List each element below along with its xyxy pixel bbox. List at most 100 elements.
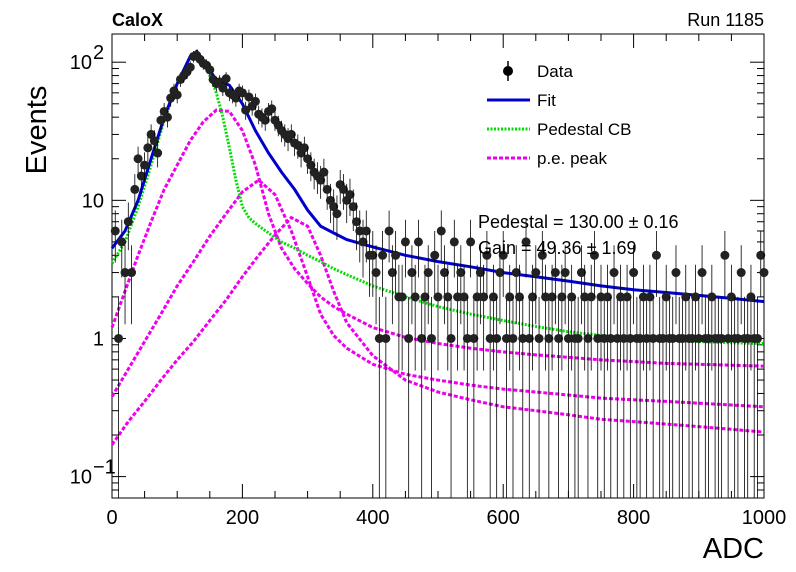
data-point (629, 268, 639, 278)
data-point (374, 333, 384, 343)
data-point (413, 237, 423, 247)
data-point (231, 93, 241, 103)
data-point (580, 292, 590, 302)
data-point (736, 268, 746, 278)
data-point (352, 217, 361, 227)
data-point (127, 268, 137, 278)
pe-peak-curve-1 (110, 108, 765, 368)
data-point (387, 268, 397, 278)
data-point (596, 292, 606, 302)
data-point (149, 136, 159, 146)
data-point (426, 333, 436, 343)
data-point (221, 74, 231, 84)
data-point (531, 268, 541, 278)
data-point (143, 143, 153, 153)
data-point (563, 333, 573, 343)
data-point (332, 209, 342, 219)
fit-param-pedestal: Pedestal = 130.00 ± 0.16 (478, 212, 679, 232)
data-point (743, 333, 753, 343)
data-point (619, 333, 629, 343)
data-point (534, 333, 544, 343)
data-point (410, 292, 420, 302)
data-point (616, 292, 626, 302)
data-point (498, 250, 508, 260)
pe-peak-curve-2 (110, 178, 765, 409)
data-point (185, 62, 195, 72)
data-point (449, 237, 459, 247)
legend-label-pedestal: Pedestal CB (537, 120, 632, 139)
data-point (678, 333, 687, 343)
data-point (648, 333, 658, 343)
legend-label-fit: Fit (537, 91, 556, 110)
data-point (472, 292, 482, 302)
data-point (537, 250, 547, 260)
data-point (485, 333, 495, 343)
data-point (475, 268, 485, 278)
data-point (205, 65, 215, 75)
data-point (172, 90, 182, 100)
data-point (407, 268, 417, 278)
data-point (508, 333, 518, 343)
y-tick-exponent: 2 (93, 42, 104, 64)
data-point (371, 268, 381, 278)
data-point (589, 250, 599, 260)
data-point (430, 250, 440, 260)
x-tick-label: 200 (226, 507, 259, 529)
data-point (661, 292, 671, 302)
data-point (707, 292, 717, 302)
data-point (495, 268, 505, 278)
data-point (544, 333, 554, 343)
data-point (723, 333, 733, 343)
data-point (443, 292, 453, 302)
data-point (456, 268, 466, 278)
y-tick-exponent: −1 (93, 457, 116, 479)
data-point (606, 333, 616, 343)
data-point (726, 292, 736, 302)
x-tick-label: 1000 (742, 507, 787, 529)
x-tick-label: 400 (356, 507, 389, 529)
legend-label-data: Data (537, 62, 573, 81)
legend-data-marker (503, 66, 513, 76)
data-point (404, 333, 414, 343)
pe-peak-curves (110, 108, 765, 446)
data-point (638, 292, 648, 302)
data-point (759, 268, 769, 278)
data-point (642, 333, 652, 343)
data-point (368, 250, 378, 260)
data-point (746, 292, 756, 302)
data-point (528, 292, 538, 302)
data-point (381, 333, 391, 343)
data-point (658, 333, 668, 343)
data-point (462, 333, 472, 343)
data-point (453, 292, 463, 302)
data-point (345, 190, 355, 200)
legend-label-pe: p.e. peak (537, 149, 607, 168)
fit-curve (110, 49, 765, 304)
pe-peak-curve-3 (110, 215, 765, 446)
data-point (153, 148, 163, 158)
data-point (241, 105, 251, 115)
data-point (440, 268, 450, 278)
run-label: Run 1185 (687, 10, 764, 30)
data-point (697, 268, 707, 278)
data-point (515, 292, 524, 302)
data-point (436, 226, 446, 236)
data-point (469, 333, 479, 343)
data-point (547, 292, 557, 302)
data-point (306, 160, 316, 170)
data-point (316, 175, 326, 185)
data-point (671, 268, 681, 278)
data-point (329, 202, 339, 212)
data-point (576, 268, 586, 278)
data-point (557, 292, 567, 302)
y-axis-title: Events (21, 86, 53, 175)
data-point (625, 333, 635, 343)
data-point (651, 250, 661, 260)
data-point (567, 292, 577, 302)
data-point (733, 333, 743, 343)
y-tick-label: 10 (82, 190, 104, 212)
data-point (645, 292, 655, 302)
y-tick-label: 10 (70, 467, 92, 489)
